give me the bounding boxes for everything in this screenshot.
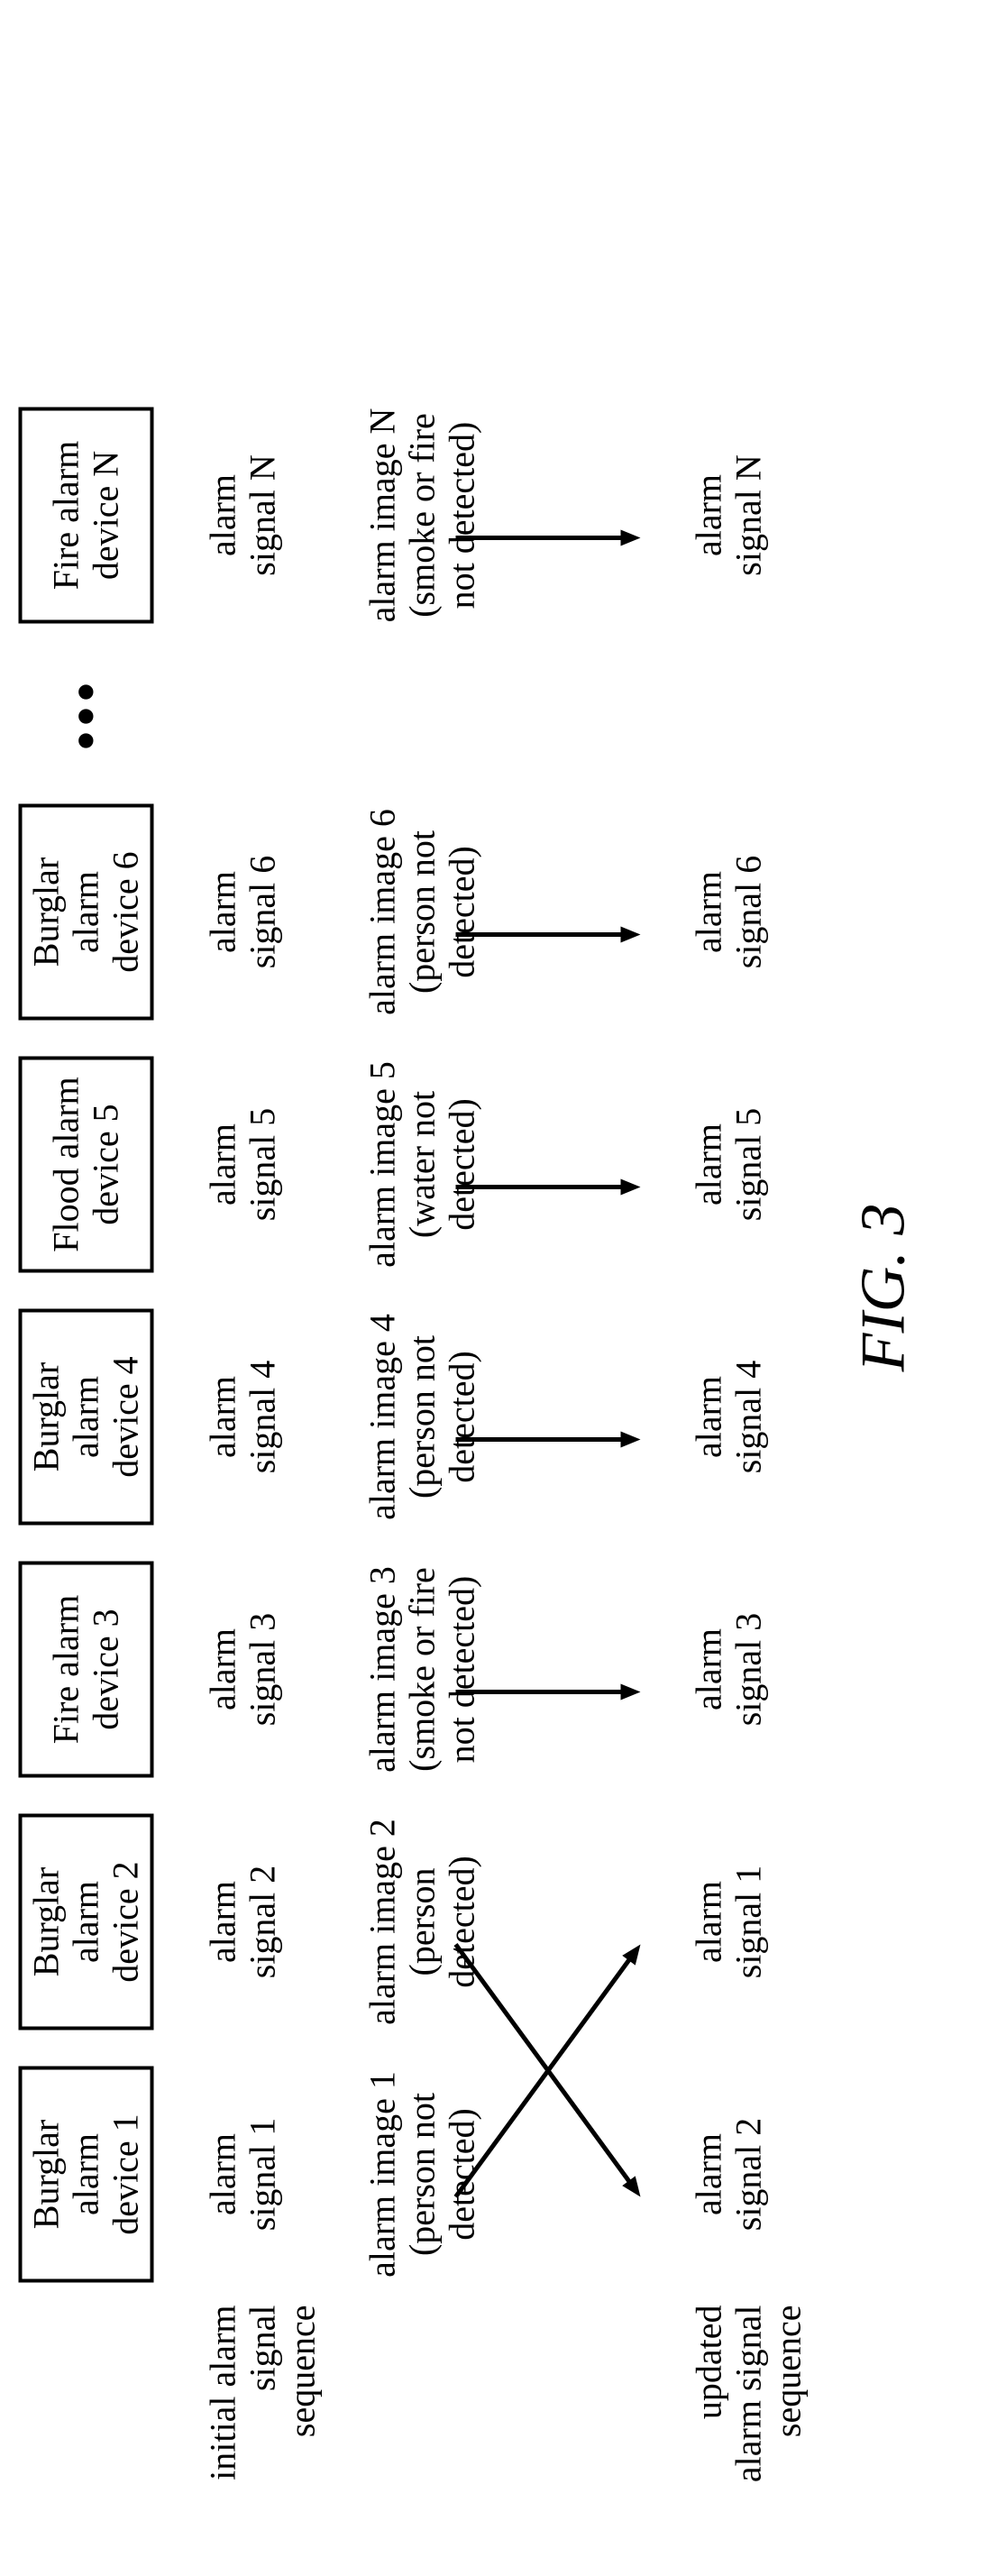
arrow-icon	[456, 1432, 641, 1448]
arrow-icon	[456, 1179, 641, 1196]
figure-label: FIG. 3	[848, 1204, 920, 1372]
figure-label-text: FIG. 3	[849, 1204, 919, 1372]
arrow-icon	[456, 927, 641, 943]
arrow-icon	[456, 1684, 641, 1701]
arrow-icon	[456, 530, 641, 546]
arrow-layer	[19, 18, 971, 2558]
